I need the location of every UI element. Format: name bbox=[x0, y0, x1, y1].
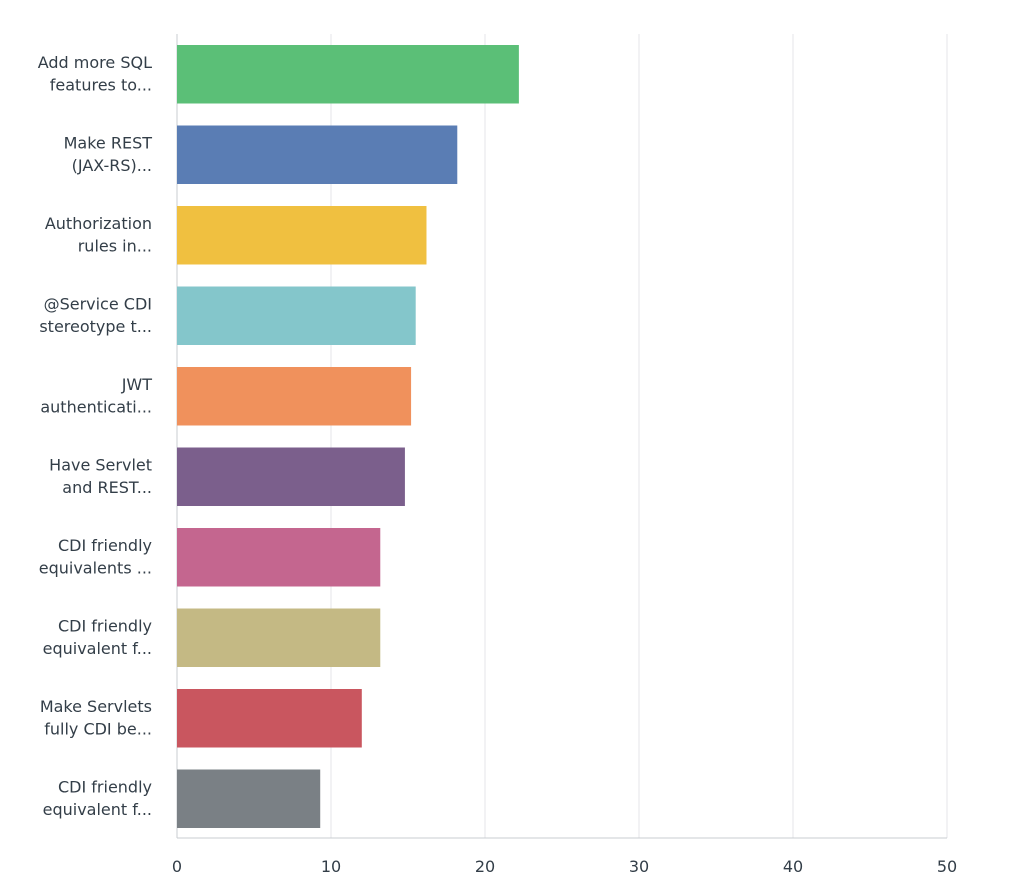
bar[interactable] bbox=[177, 367, 412, 426]
x-tick-label: 0 bbox=[172, 857, 182, 876]
category-label: CDI friendly equivalents ... bbox=[39, 536, 152, 578]
category-label: Have Servlet and REST... bbox=[49, 456, 152, 498]
category-label: Make REST (JAX-RS)... bbox=[64, 134, 153, 176]
x-tick-label: 30 bbox=[629, 857, 649, 876]
category-labels: Add more SQL features to... Make REST (JAX-… bbox=[38, 53, 152, 819]
x-tick-label: 50 bbox=[937, 857, 957, 876]
category-label: JWT authenticati... bbox=[40, 375, 152, 417]
category-label: CDI friendly equivalent f... bbox=[43, 778, 152, 820]
bar[interactable] bbox=[177, 769, 321, 829]
bar[interactable] bbox=[177, 286, 416, 346]
bar[interactable] bbox=[177, 125, 458, 185]
bar[interactable] bbox=[177, 45, 519, 104]
category-label: @Service CDI stereotype t... bbox=[39, 295, 152, 337]
bars bbox=[177, 45, 519, 828]
bar[interactable] bbox=[177, 447, 405, 507]
category-label: Add more SQL features to... bbox=[38, 53, 152, 95]
x-axis-ticks: 0 10 20 30 40 50 bbox=[172, 857, 957, 876]
bar[interactable] bbox=[177, 206, 427, 265]
x-tick-label: 20 bbox=[475, 857, 495, 876]
category-label: Make Servlets fully CDI be... bbox=[40, 697, 152, 739]
x-tick-label: 10 bbox=[321, 857, 341, 876]
x-tick-label: 40 bbox=[783, 857, 803, 876]
bar[interactable] bbox=[177, 528, 381, 587]
bar[interactable] bbox=[177, 689, 362, 748]
bar[interactable] bbox=[177, 608, 381, 668]
category-label: CDI friendly equivalent f... bbox=[43, 617, 152, 659]
category-label: Authorization rules in... bbox=[45, 214, 152, 256]
